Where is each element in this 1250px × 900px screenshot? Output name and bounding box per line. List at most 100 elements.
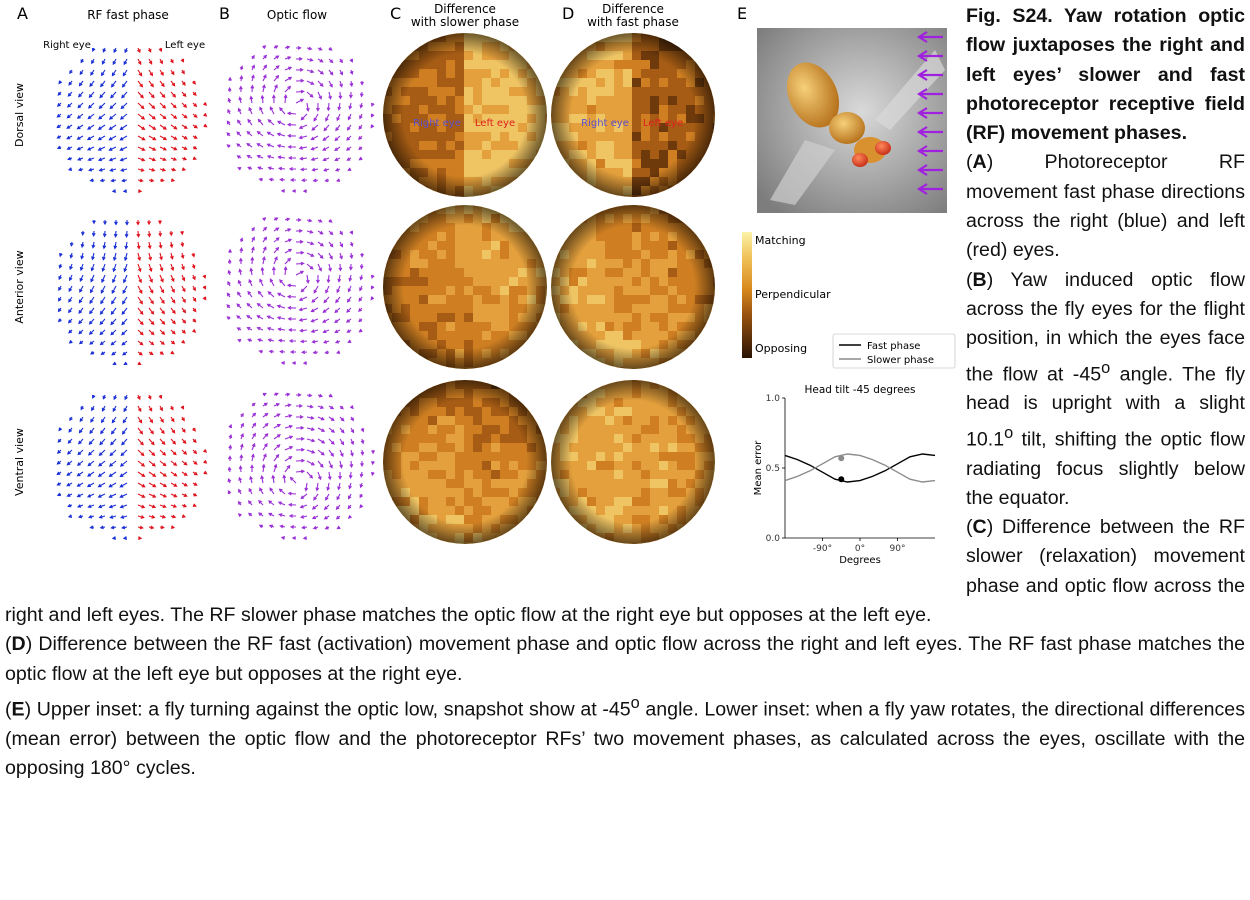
flow-arrow [203, 449, 206, 452]
flow-arrow [160, 275, 163, 282]
flow-arrow [181, 242, 184, 246]
flow-arrow [282, 537, 285, 540]
texture-cell [560, 533, 570, 543]
flow-arrow [239, 269, 242, 275]
flow-arrow [307, 416, 314, 419]
flow-arrow [160, 136, 166, 140]
flow-arrow [193, 146, 196, 149]
texture-cell [551, 340, 561, 350]
texture-cell [578, 33, 588, 43]
flow-arrow [312, 158, 318, 161]
texture-cell [704, 232, 714, 242]
flow-arrow [252, 455, 255, 462]
texture-cell [704, 205, 714, 215]
flow-arrow [336, 168, 340, 171]
flow-arrow [182, 417, 185, 421]
flow-arrow [138, 341, 143, 345]
flow-arrow [228, 99, 231, 103]
flow-arrow [182, 103, 186, 107]
flow-arrow [263, 228, 266, 232]
texture-cell [677, 33, 687, 43]
texture-cell [482, 367, 492, 377]
texture-cell [686, 214, 696, 224]
texture-cell [713, 533, 723, 543]
texture-cell [596, 542, 606, 552]
texture-cell [518, 533, 528, 543]
flow-arrow [240, 66, 243, 70]
flow-arrow [329, 394, 332, 397]
flow-arrow [138, 169, 144, 172]
texture-cell [545, 51, 555, 61]
flow-arrow [160, 428, 164, 433]
texture-cell [545, 434, 555, 444]
texture-cell [686, 177, 696, 187]
texture-cell [383, 168, 393, 178]
flow-arrow [289, 146, 296, 149]
flow-arrow [247, 304, 252, 308]
texture-cell [410, 186, 420, 196]
flow-arrow [260, 178, 264, 181]
texture-cell [587, 195, 597, 205]
flow-arrow [307, 428, 314, 431]
texture-cell [713, 349, 723, 359]
flow-arrow [193, 92, 196, 95]
texture-cell [551, 223, 561, 233]
flow-arrow [160, 319, 165, 324]
flow-arrow [239, 97, 242, 103]
flow-arrow [59, 319, 62, 322]
texture-cell [578, 358, 588, 368]
flow-arrow [260, 488, 263, 494]
flow-arrow [284, 267, 287, 275]
texture-cell [536, 542, 546, 552]
texture-cell [695, 380, 705, 390]
texture-cell [383, 33, 393, 43]
flow-arrow [239, 259, 242, 264]
flow-arrow [228, 282, 231, 286]
flow-arrow [203, 102, 206, 105]
flow-arrow [59, 275, 62, 279]
flow-arrow [123, 428, 127, 434]
texture-cell [569, 389, 579, 399]
flow-arrow [57, 136, 61, 139]
flow-arrow [288, 134, 296, 137]
texture-cell [569, 214, 579, 224]
texture-cell [401, 380, 411, 390]
texture-cell [551, 214, 561, 224]
texture-cell [713, 150, 723, 160]
flow-arrow [121, 114, 127, 119]
flow-arrow [91, 275, 94, 282]
flow-arrow [241, 414, 244, 417]
texture-cell [704, 186, 714, 196]
flow-arrow [348, 168, 351, 171]
flow-arrow [228, 271, 231, 275]
flow-arrow [148, 242, 151, 248]
flow-arrow [228, 110, 231, 114]
texture-cell [551, 241, 561, 251]
flow-arrow [361, 253, 364, 257]
flow-arrow [329, 406, 333, 409]
flow-arrow [237, 132, 241, 136]
flow-arrow [240, 76, 243, 81]
flow-arrow [313, 340, 319, 343]
flow-arrow [360, 103, 363, 108]
flow-arrow [278, 145, 285, 148]
flow-arrow [59, 297, 62, 301]
texture-cell [596, 195, 606, 205]
flow-arrow [137, 48, 140, 52]
flow-arrow [227, 121, 230, 125]
flow-arrow [138, 286, 142, 293]
flow-arrow [329, 231, 333, 234]
texture-cell [695, 533, 705, 543]
flow-arrow [340, 461, 343, 468]
flow-arrow [300, 125, 307, 128]
flow-arrow [91, 70, 94, 75]
flow-arrow [274, 248, 278, 253]
flow-arrow [339, 472, 342, 479]
flow-arrow [138, 264, 141, 271]
flow-arrow [192, 329, 195, 332]
y-tick-label: 0.5 [766, 464, 780, 474]
flow-arrow [69, 330, 72, 333]
texture-cell [695, 186, 705, 196]
texture-cell [545, 425, 555, 435]
texture-cell [560, 177, 570, 187]
